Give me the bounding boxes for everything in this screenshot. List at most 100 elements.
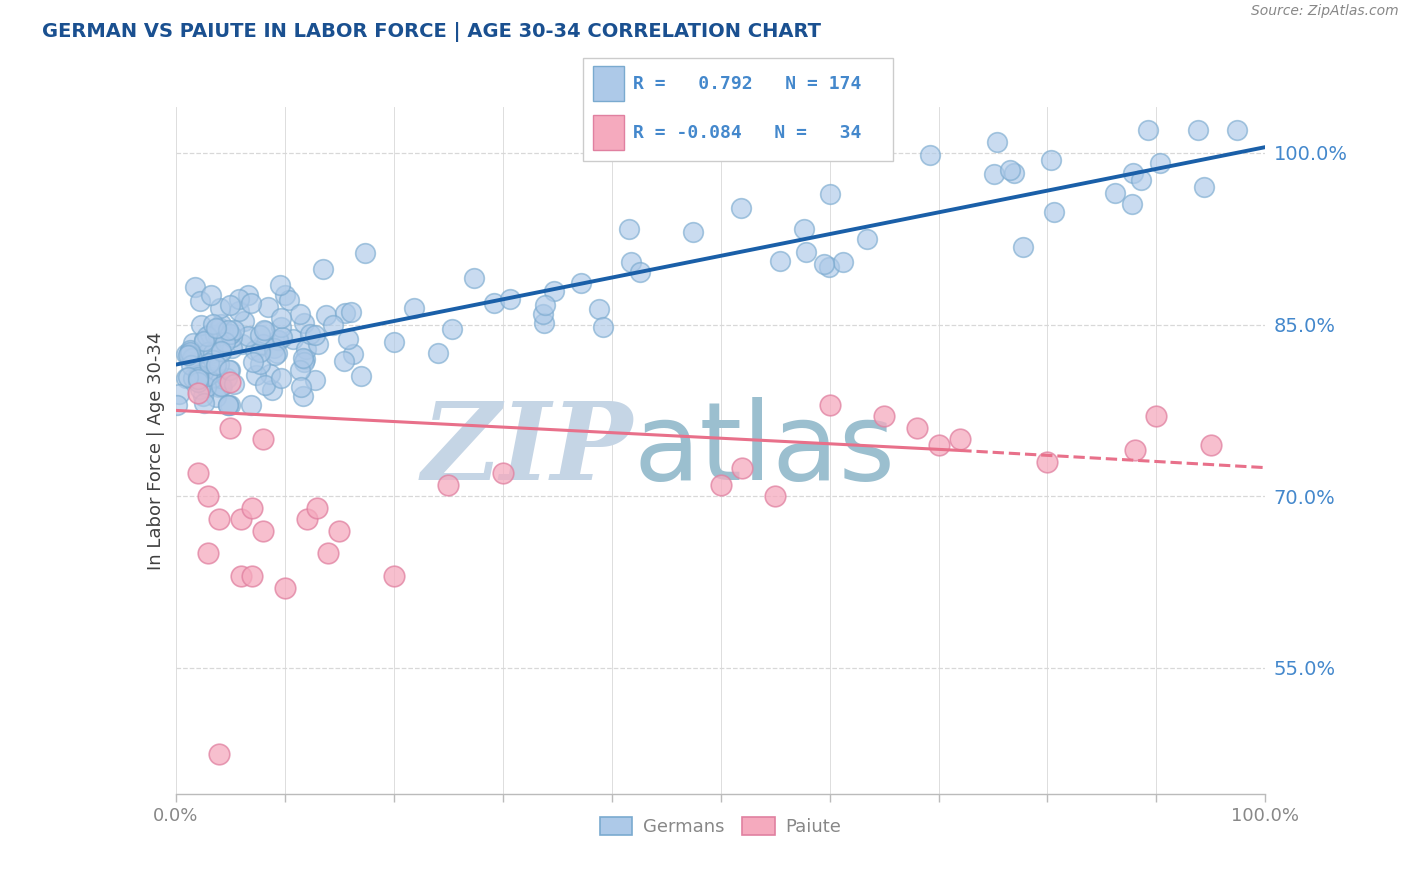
- Point: [181, 371, 204, 385]
- Point: [1000, 162, 1022, 177]
- Point: [294, 355, 316, 369]
- Point: [209, 321, 232, 335]
- Point: [304, 373, 326, 387]
- Point: [986, 135, 1008, 149]
- Point: [533, 316, 555, 330]
- Point: [269, 277, 291, 292]
- Y-axis label: In Labor Force | Age 30-34: In Labor Force | Age 30-34: [146, 331, 165, 570]
- Point: [832, 255, 855, 269]
- Point: [290, 379, 312, 393]
- Point: [315, 308, 337, 322]
- Point: [202, 353, 225, 368]
- Point: [221, 342, 243, 356]
- Point: [292, 351, 315, 365]
- Point: [918, 148, 941, 162]
- Point: [267, 333, 290, 347]
- Point: [1187, 123, 1209, 137]
- Point: [1043, 205, 1066, 219]
- Point: [197, 345, 219, 359]
- Point: [167, 387, 190, 401]
- Point: [217, 398, 239, 412]
- Point: [217, 323, 239, 337]
- Point: [813, 257, 835, 271]
- Point: [905, 420, 928, 434]
- Point: [217, 398, 239, 412]
- Point: [311, 262, 333, 277]
- Point: [256, 300, 278, 314]
- Point: [533, 298, 555, 312]
- Point: [249, 358, 271, 372]
- Point: [628, 264, 651, 278]
- Point: [1149, 156, 1171, 170]
- Point: [274, 581, 297, 595]
- Point: [382, 569, 405, 583]
- Point: [1123, 443, 1146, 458]
- Point: [342, 346, 364, 360]
- Point: [295, 512, 318, 526]
- Text: atlas: atlas: [633, 398, 896, 503]
- Point: [274, 288, 297, 302]
- Point: [298, 326, 321, 341]
- Point: [174, 371, 197, 385]
- Point: [232, 314, 254, 328]
- Point: [620, 255, 643, 269]
- Point: [307, 500, 329, 515]
- Point: [492, 467, 515, 481]
- Point: [179, 343, 201, 358]
- Legend: Germans, Paiute: Germans, Paiute: [592, 809, 849, 843]
- Point: [208, 380, 231, 394]
- Point: [1002, 166, 1025, 180]
- Point: [242, 355, 264, 369]
- Point: [204, 358, 226, 372]
- Point: [304, 327, 326, 342]
- Point: [349, 368, 371, 383]
- Point: [201, 317, 224, 331]
- Point: [198, 356, 221, 370]
- Point: [339, 305, 361, 319]
- Point: [218, 363, 240, 377]
- FancyBboxPatch shape: [593, 66, 624, 101]
- Point: [219, 327, 242, 342]
- Point: [174, 346, 197, 360]
- Point: [208, 512, 231, 526]
- Point: [270, 371, 292, 385]
- Point: [820, 187, 842, 202]
- Point: [249, 344, 271, 359]
- Point: [336, 332, 359, 346]
- Point: [710, 478, 733, 492]
- Point: [231, 336, 253, 351]
- Point: [288, 363, 311, 377]
- Point: [252, 336, 274, 351]
- Point: [1122, 166, 1144, 180]
- Point: [188, 368, 211, 383]
- Point: [353, 246, 375, 260]
- Text: R = -0.084   N =   34: R = -0.084 N = 34: [633, 124, 862, 142]
- Point: [617, 221, 640, 235]
- Point: [208, 357, 231, 371]
- Point: [484, 295, 506, 310]
- Point: [295, 343, 318, 357]
- Point: [1199, 438, 1222, 452]
- Point: [1226, 123, 1249, 137]
- Point: [440, 322, 463, 336]
- Point: [240, 569, 263, 583]
- Point: [240, 295, 263, 310]
- Point: [198, 367, 221, 381]
- Point: [209, 317, 232, 331]
- Point: [228, 292, 250, 306]
- Text: ZIP: ZIP: [422, 398, 633, 503]
- Point: [202, 346, 225, 360]
- Point: [271, 330, 294, 344]
- Point: [333, 353, 356, 368]
- Point: [592, 320, 614, 334]
- Point: [211, 379, 233, 393]
- Point: [166, 398, 188, 412]
- Point: [263, 341, 285, 355]
- Point: [270, 319, 292, 334]
- Point: [817, 260, 839, 274]
- FancyBboxPatch shape: [593, 115, 624, 150]
- Point: [197, 328, 219, 343]
- Point: [215, 370, 238, 384]
- Point: [193, 334, 215, 349]
- Point: [983, 167, 1005, 181]
